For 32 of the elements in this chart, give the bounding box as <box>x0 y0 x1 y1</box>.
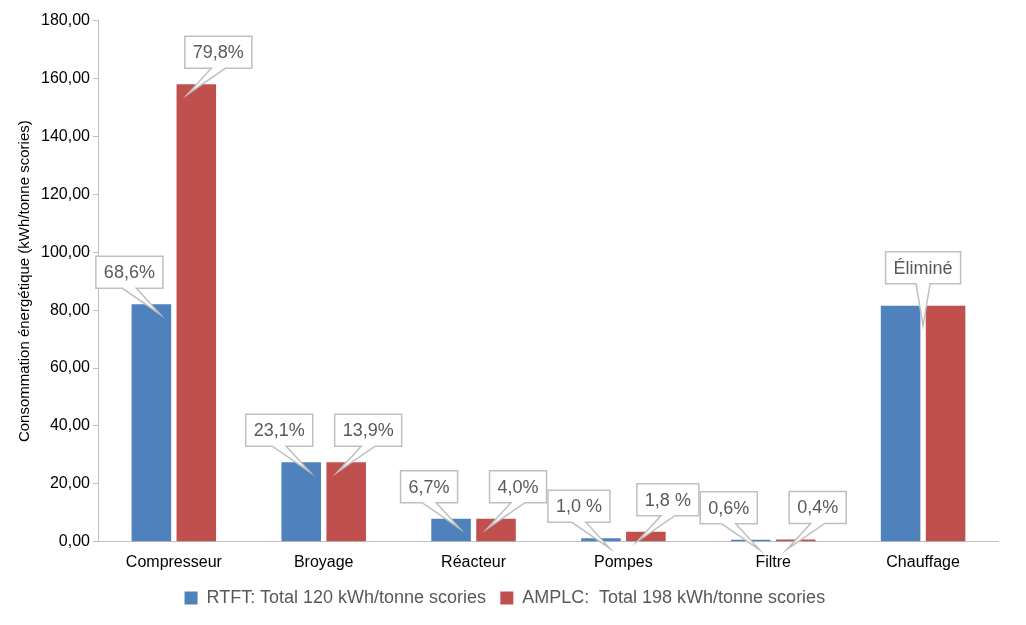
y-tick-label: 20,00 <box>49 474 91 492</box>
x-tick-label: Compresseur <box>125 552 223 570</box>
annotation: 1,0 % <box>555 496 602 517</box>
annotation: 79,8% <box>192 42 244 63</box>
bar <box>476 518 516 542</box>
annotation: Éliminé <box>893 257 953 278</box>
annotation: 6,7% <box>408 476 450 497</box>
y-axis-title: Consommation énergétique (kWh/tonne scories) <box>15 120 33 443</box>
y-tick-label: 140,00 <box>41 126 91 144</box>
y-tick-label: 160,00 <box>41 68 91 86</box>
legend-label: RTFT: Total 120 kWh/tonne scories <box>206 586 487 607</box>
y-tick-label: 180,00 <box>41 11 91 29</box>
x-tick-label: Broyage <box>293 552 354 570</box>
annotation: 4,0% <box>497 476 539 497</box>
annotation: 1,8 % <box>644 489 691 510</box>
legend-label: AMPLC: Total 198 kWh/tonne scories <box>522 586 826 607</box>
y-tick-label: 60,00 <box>49 358 91 376</box>
x-tick-label: Chauffage <box>886 552 960 570</box>
y-tick-label: 0,00 <box>58 532 91 550</box>
bar <box>431 518 471 542</box>
y-tick-label: 40,00 <box>49 416 91 434</box>
x-tick-label: Réacteur <box>441 552 507 570</box>
y-tick-label: 120,00 <box>41 184 91 202</box>
y-tick-label: 100,00 <box>41 242 91 260</box>
annotation: 0,4% <box>797 497 839 518</box>
x-tick-label: Filtre <box>755 552 792 570</box>
x-tick-label: Pompes <box>594 552 653 570</box>
annotation: 23,1% <box>253 420 305 441</box>
annotation: 0,6% <box>708 497 750 518</box>
annotation: 13,9% <box>342 420 394 441</box>
annotation: 68,6% <box>103 262 155 283</box>
y-tick-label: 80,00 <box>49 300 91 318</box>
